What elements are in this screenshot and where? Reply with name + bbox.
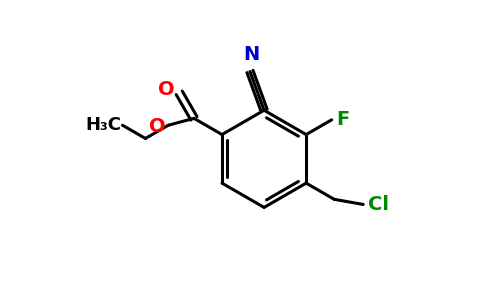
Text: F: F: [336, 110, 349, 129]
Text: Cl: Cl: [368, 195, 389, 214]
Text: H₃C: H₃C: [85, 116, 121, 134]
Text: O: O: [149, 117, 166, 136]
Text: N: N: [243, 45, 259, 64]
Text: O: O: [158, 80, 175, 99]
